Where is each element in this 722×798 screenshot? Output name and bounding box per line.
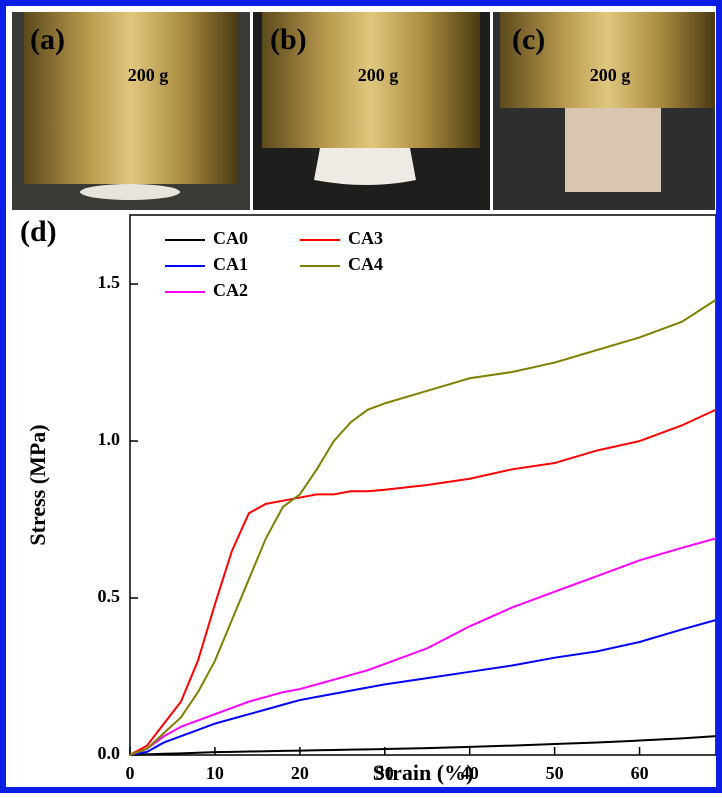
photo-c [493, 12, 715, 210]
series-line [129, 537, 717, 756]
series-line [129, 619, 717, 756]
x-tick-label: 10 [206, 763, 224, 783]
legend-label: CA2 [213, 280, 248, 300]
panel-label: (a) [30, 23, 65, 56]
series-line [129, 735, 717, 756]
photo-b [253, 12, 490, 210]
x-tick-label: 0 [126, 763, 135, 783]
legend-label: CA3 [348, 228, 383, 248]
panel-label: (d) [20, 215, 57, 248]
x-tick-label: 50 [546, 763, 564, 783]
plot: 0.0 0.5 1.0 1.5 0 10 20 30 40 50 60 CA0 CA1 CA2 CA3 CA4 [98, 214, 717, 783]
legend-label: CA4 [348, 254, 383, 274]
y-tick-label: 0.0 [98, 743, 121, 763]
x-tick-label: 20 [291, 763, 309, 783]
x-tick-label: 30 [376, 763, 394, 783]
photo-a [12, 12, 250, 210]
x-tick-label: 60 [631, 763, 649, 783]
load-label: 200 g [358, 65, 399, 85]
y-axis-title: Stress (MPa) [25, 424, 50, 545]
legend-label: CA1 [213, 254, 248, 274]
x-tick-label: 40 [461, 763, 479, 783]
y-tick-label: 1.0 [98, 429, 121, 449]
panel-label: (b) [270, 23, 307, 56]
y-tick-label: 1.5 [98, 272, 121, 292]
load-label: 200 g [128, 65, 169, 85]
series-line [129, 408, 717, 756]
load-label: 200 g [590, 65, 631, 85]
panel-label: (c) [512, 23, 545, 56]
series-line [129, 298, 717, 756]
x-axis-title: Strain (%) [373, 760, 474, 785]
y-tick-label: 0.5 [98, 586, 121, 606]
legend-label: CA0 [213, 228, 248, 248]
